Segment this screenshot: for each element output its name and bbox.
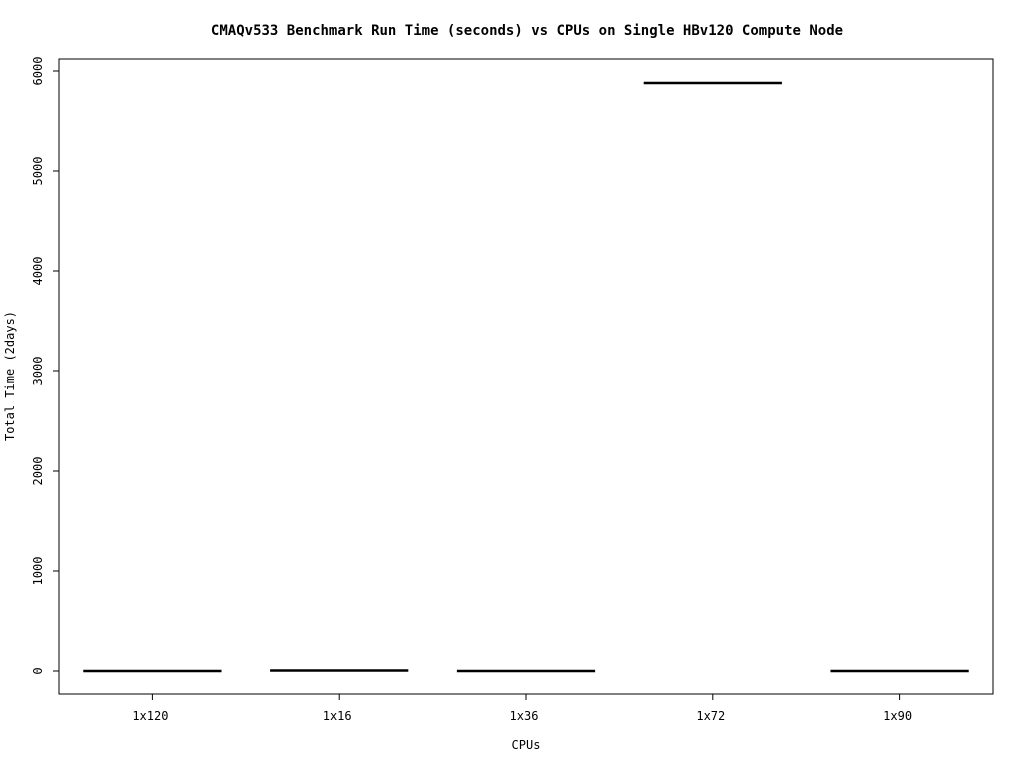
y-tick-label: 3000 (31, 357, 45, 386)
y-tick-label: 6000 (31, 57, 45, 86)
x-tick-label: 1x72 (696, 709, 725, 723)
plot-marks (83, 81, 969, 673)
x-tick-label: 1x120 (132, 709, 168, 723)
x-tick-label: 1x16 (323, 709, 352, 723)
x-tick-label: 1x90 (883, 709, 912, 723)
y-tick-label: 5000 (31, 157, 45, 186)
y-tick-label: 2000 (31, 457, 45, 486)
y-axis: 0 1000 2000 3000 4000 5000 6000 (31, 57, 59, 675)
plot-frame (58, 58, 994, 695)
x-tick-label: 1x36 (510, 709, 539, 723)
y-tick-label: 1000 (31, 557, 45, 586)
x-axis: 1x120 1x16 1x36 1x72 1x90 (132, 694, 912, 723)
y-tick-label: 0 (31, 667, 45, 674)
y-axis-label: Total Time (2days) (3, 311, 17, 441)
y-tick-label: 4000 (31, 257, 45, 286)
chart-title: CMAQv533 Benchmark Run Time (seconds) vs… (211, 23, 843, 39)
x-axis-label: CPUs (512, 738, 541, 752)
